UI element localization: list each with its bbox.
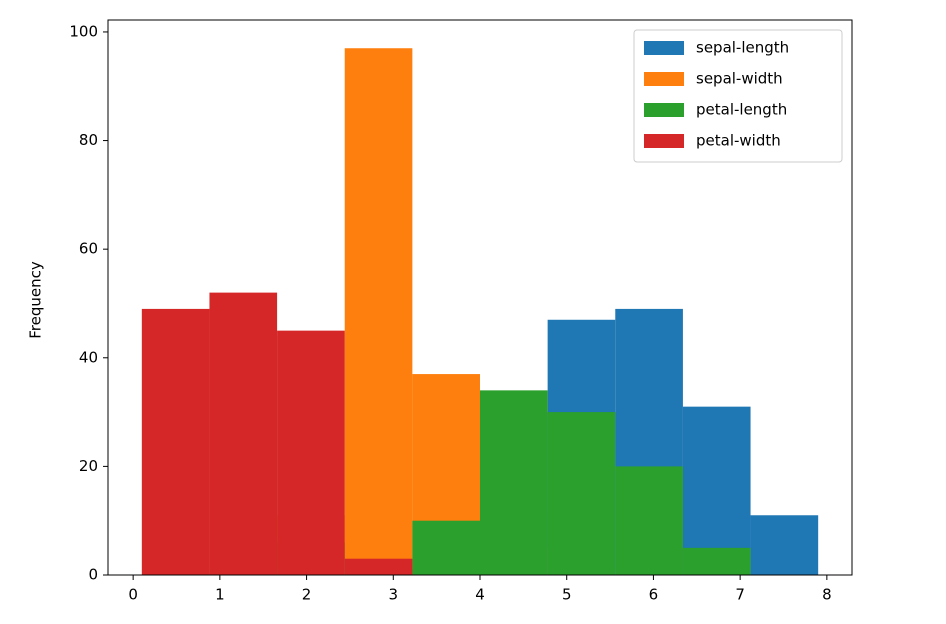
- bar: [344, 48, 413, 575]
- x-tick-label: 6: [649, 586, 659, 604]
- y-axis-label: Frequency: [27, 261, 45, 339]
- bar: [682, 547, 751, 575]
- legend-swatch: [644, 134, 684, 148]
- bar: [277, 330, 345, 575]
- y-tick-label: 60: [79, 240, 98, 258]
- y-tick-label: 100: [69, 22, 98, 40]
- x-tick-label: 4: [475, 586, 485, 604]
- legend-swatch: [644, 103, 684, 117]
- bar: [412, 520, 480, 575]
- x-tick-label: 2: [302, 586, 312, 604]
- legend-label: petal-width: [696, 132, 781, 150]
- legend-label: sepal-width: [696, 70, 783, 88]
- x-tick-label: 5: [562, 586, 572, 604]
- legend-swatch: [644, 72, 684, 86]
- x-tick-label: 8: [822, 586, 832, 604]
- bar: [480, 390, 548, 575]
- bar: [141, 308, 210, 575]
- legend-label: sepal-length: [696, 39, 789, 57]
- x-tick-label: 3: [389, 586, 399, 604]
- bar: [750, 515, 819, 575]
- bar: [209, 292, 278, 575]
- bar: [615, 466, 683, 575]
- y-tick-label: 20: [79, 457, 98, 475]
- y-tick-label: 0: [88, 566, 98, 584]
- x-tick-label: 0: [128, 586, 138, 604]
- x-tick-label: 7: [735, 586, 745, 604]
- bar: [344, 558, 413, 575]
- bar: [547, 412, 616, 575]
- x-tick-label: 1: [215, 586, 225, 604]
- y-tick-label: 80: [79, 131, 98, 149]
- legend-swatch: [644, 41, 684, 55]
- bar: [682, 406, 751, 575]
- legend-label: petal-length: [696, 101, 787, 119]
- legend-box: [633, 29, 843, 163]
- y-tick-label: 40: [79, 348, 98, 366]
